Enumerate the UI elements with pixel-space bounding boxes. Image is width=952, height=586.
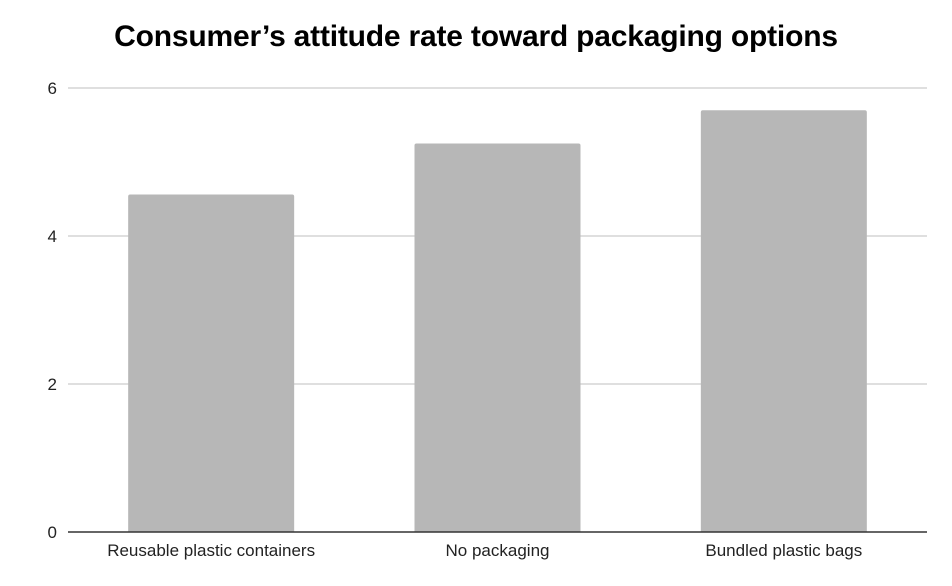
- x-category-label: Bundled plastic bags: [705, 541, 862, 560]
- y-tick-label: 0: [48, 523, 57, 542]
- y-tick-label: 4: [48, 227, 57, 246]
- chart-title: Consumer’s attitude rate toward packagin…: [114, 20, 838, 53]
- bar-0: [128, 194, 295, 532]
- x-category-label: No packaging: [446, 541, 550, 560]
- x-category-label: Reusable plastic containers: [107, 541, 315, 560]
- tick-labels: 0 2 4 6 Reusable plastic containers No packag…: [48, 79, 863, 560]
- bar-1: [414, 143, 581, 532]
- bar-2: [700, 110, 867, 532]
- y-tick-label: 2: [48, 375, 57, 394]
- bars: [128, 110, 867, 532]
- y-tick-label: 6: [48, 79, 57, 98]
